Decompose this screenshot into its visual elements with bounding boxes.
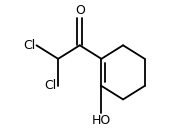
Text: O: O: [75, 4, 85, 17]
Text: Cl: Cl: [45, 79, 57, 92]
Text: Cl: Cl: [23, 39, 35, 52]
Text: HO: HO: [92, 114, 111, 127]
